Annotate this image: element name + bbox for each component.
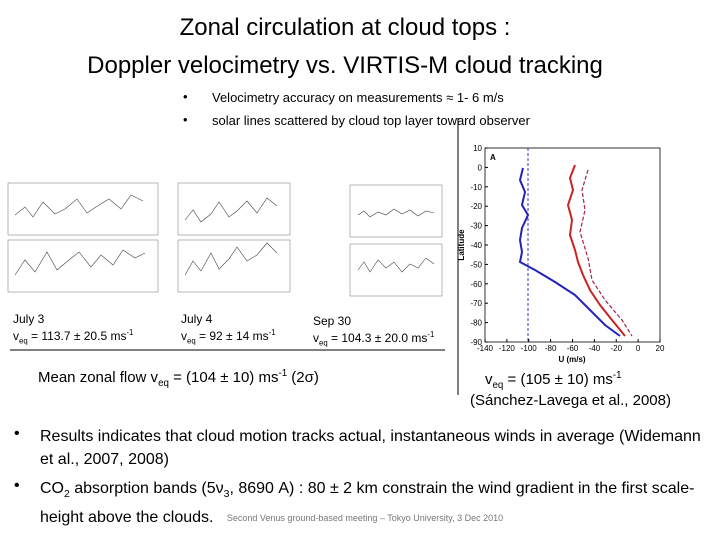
text-part: -1	[427, 330, 435, 339]
x-tick-label: -40	[589, 344, 601, 353]
panel-date: July 3	[13, 312, 45, 326]
y-tick-label: -20	[470, 202, 482, 211]
panel-date: July 4	[181, 312, 213, 326]
y-tick-label: 10	[473, 144, 482, 153]
text-part: 2	[64, 489, 70, 501]
text-part: = 113.7 ± 20.5 ms	[27, 329, 127, 343]
thumbnail	[7, 182, 443, 297]
text-part: v	[13, 329, 19, 343]
text-part: absorption bands (5ν	[69, 480, 224, 497]
panel-label: A	[490, 153, 496, 162]
x-tick-label: -80	[545, 344, 557, 353]
bullet: •	[14, 425, 20, 442]
text-part: -1	[612, 370, 622, 381]
y-tick-label: -60	[470, 280, 482, 289]
text-part: eq	[319, 338, 328, 348]
top-bullet: solar lines scattered by cloud top layer…	[212, 113, 530, 128]
x-tick-label: -60	[567, 344, 579, 353]
x-tick-label: 20	[656, 344, 665, 353]
bullet: •	[14, 477, 20, 494]
bullet: •	[183, 112, 188, 127]
y-tick-label: 0	[478, 163, 483, 172]
text-part: eq	[19, 336, 28, 346]
x-tick-label: 0	[636, 344, 641, 353]
y-tick-label: -50	[470, 260, 482, 269]
panel-date: Sep 30	[313, 314, 352, 328]
text-part: v	[313, 331, 319, 345]
bullet-text: CO2 absorption bands (5ν3, 8690 A) : 80 …	[40, 477, 710, 529]
text-part: eq	[187, 336, 196, 346]
text-part: v	[485, 371, 493, 388]
panel-velocity: veq = 104.3 ± 20.0 ms-1	[313, 330, 434, 347]
text-part: = 104.3 ± 20.0 ms	[327, 331, 428, 345]
text-part: , 8690 A) : 80 ± 2 km constrain the wind…	[40, 480, 695, 527]
x-tick-label: -100	[521, 344, 538, 353]
bullet: •	[183, 89, 188, 104]
y-tick-label: -40	[470, 241, 482, 250]
text-part: -1	[268, 328, 276, 337]
text-part: (2σ)	[287, 369, 319, 386]
text-part: = (104 ± 10) ms	[168, 369, 279, 386]
text-part: eq	[158, 378, 169, 389]
text-part: Mean zonal flow v	[38, 369, 159, 386]
text-part: Results indicates that cloud motion trac…	[40, 428, 701, 468]
latitude-figure: A Latitude U (m/s) -140 -120 -100 -80 -60 -40…	[457, 144, 665, 364]
top-bullet: Velocimetry accuracy on measurements ≈ 1…	[212, 90, 504, 105]
y-tick-label: -90	[470, 338, 482, 347]
title: Zonal circulation at cloud tops :	[179, 14, 511, 41]
footer: Second Venus ground-based meeting – Toky…	[226, 513, 504, 523]
x-tick-label: -120	[499, 344, 516, 353]
x-axis-label: U (m/s)	[558, 355, 585, 364]
text-part: = (105 ± 10) ms	[503, 371, 613, 388]
blue-profile	[518, 167, 621, 337]
y-tick-label: -10	[470, 183, 482, 192]
text-part: = 92 ± 14 ms	[195, 329, 269, 343]
bullet-text: Results indicates that cloud motion trac…	[40, 425, 710, 471]
y-tick-label: -70	[470, 299, 482, 308]
y-tick-label: -30	[470, 222, 482, 231]
x-tick-label: -20	[610, 344, 622, 353]
text-part: v	[181, 329, 187, 343]
red-profile	[566, 164, 626, 337]
title: Doppler velocimetry vs. VIRTIS-M cloud t…	[87, 52, 603, 79]
y-tick-label: -80	[470, 319, 482, 328]
panel-velocity: veq = 92 ± 14 ms-1	[181, 328, 276, 345]
panel-velocity: veq = 113.7 ± 20.5 ms-1	[13, 328, 133, 345]
y-axis-label: Latitude	[457, 229, 466, 261]
mean-flow: Mean zonal flow veq = (104 ± 10) ms-1 (2…	[38, 368, 319, 389]
text-part: -1	[278, 368, 288, 379]
red-profile-dashed	[579, 169, 633, 337]
text-part: eq	[492, 380, 504, 391]
citation: (Sánchez-Lavega et al., 2008)	[470, 392, 671, 409]
x-tick-label: -140	[477, 344, 494, 353]
text-part: 3	[223, 489, 230, 501]
text-part: -1	[126, 328, 134, 337]
figure-result: veq = (105 ± 10) ms-1	[485, 370, 622, 391]
text-part: CO	[40, 480, 64, 497]
